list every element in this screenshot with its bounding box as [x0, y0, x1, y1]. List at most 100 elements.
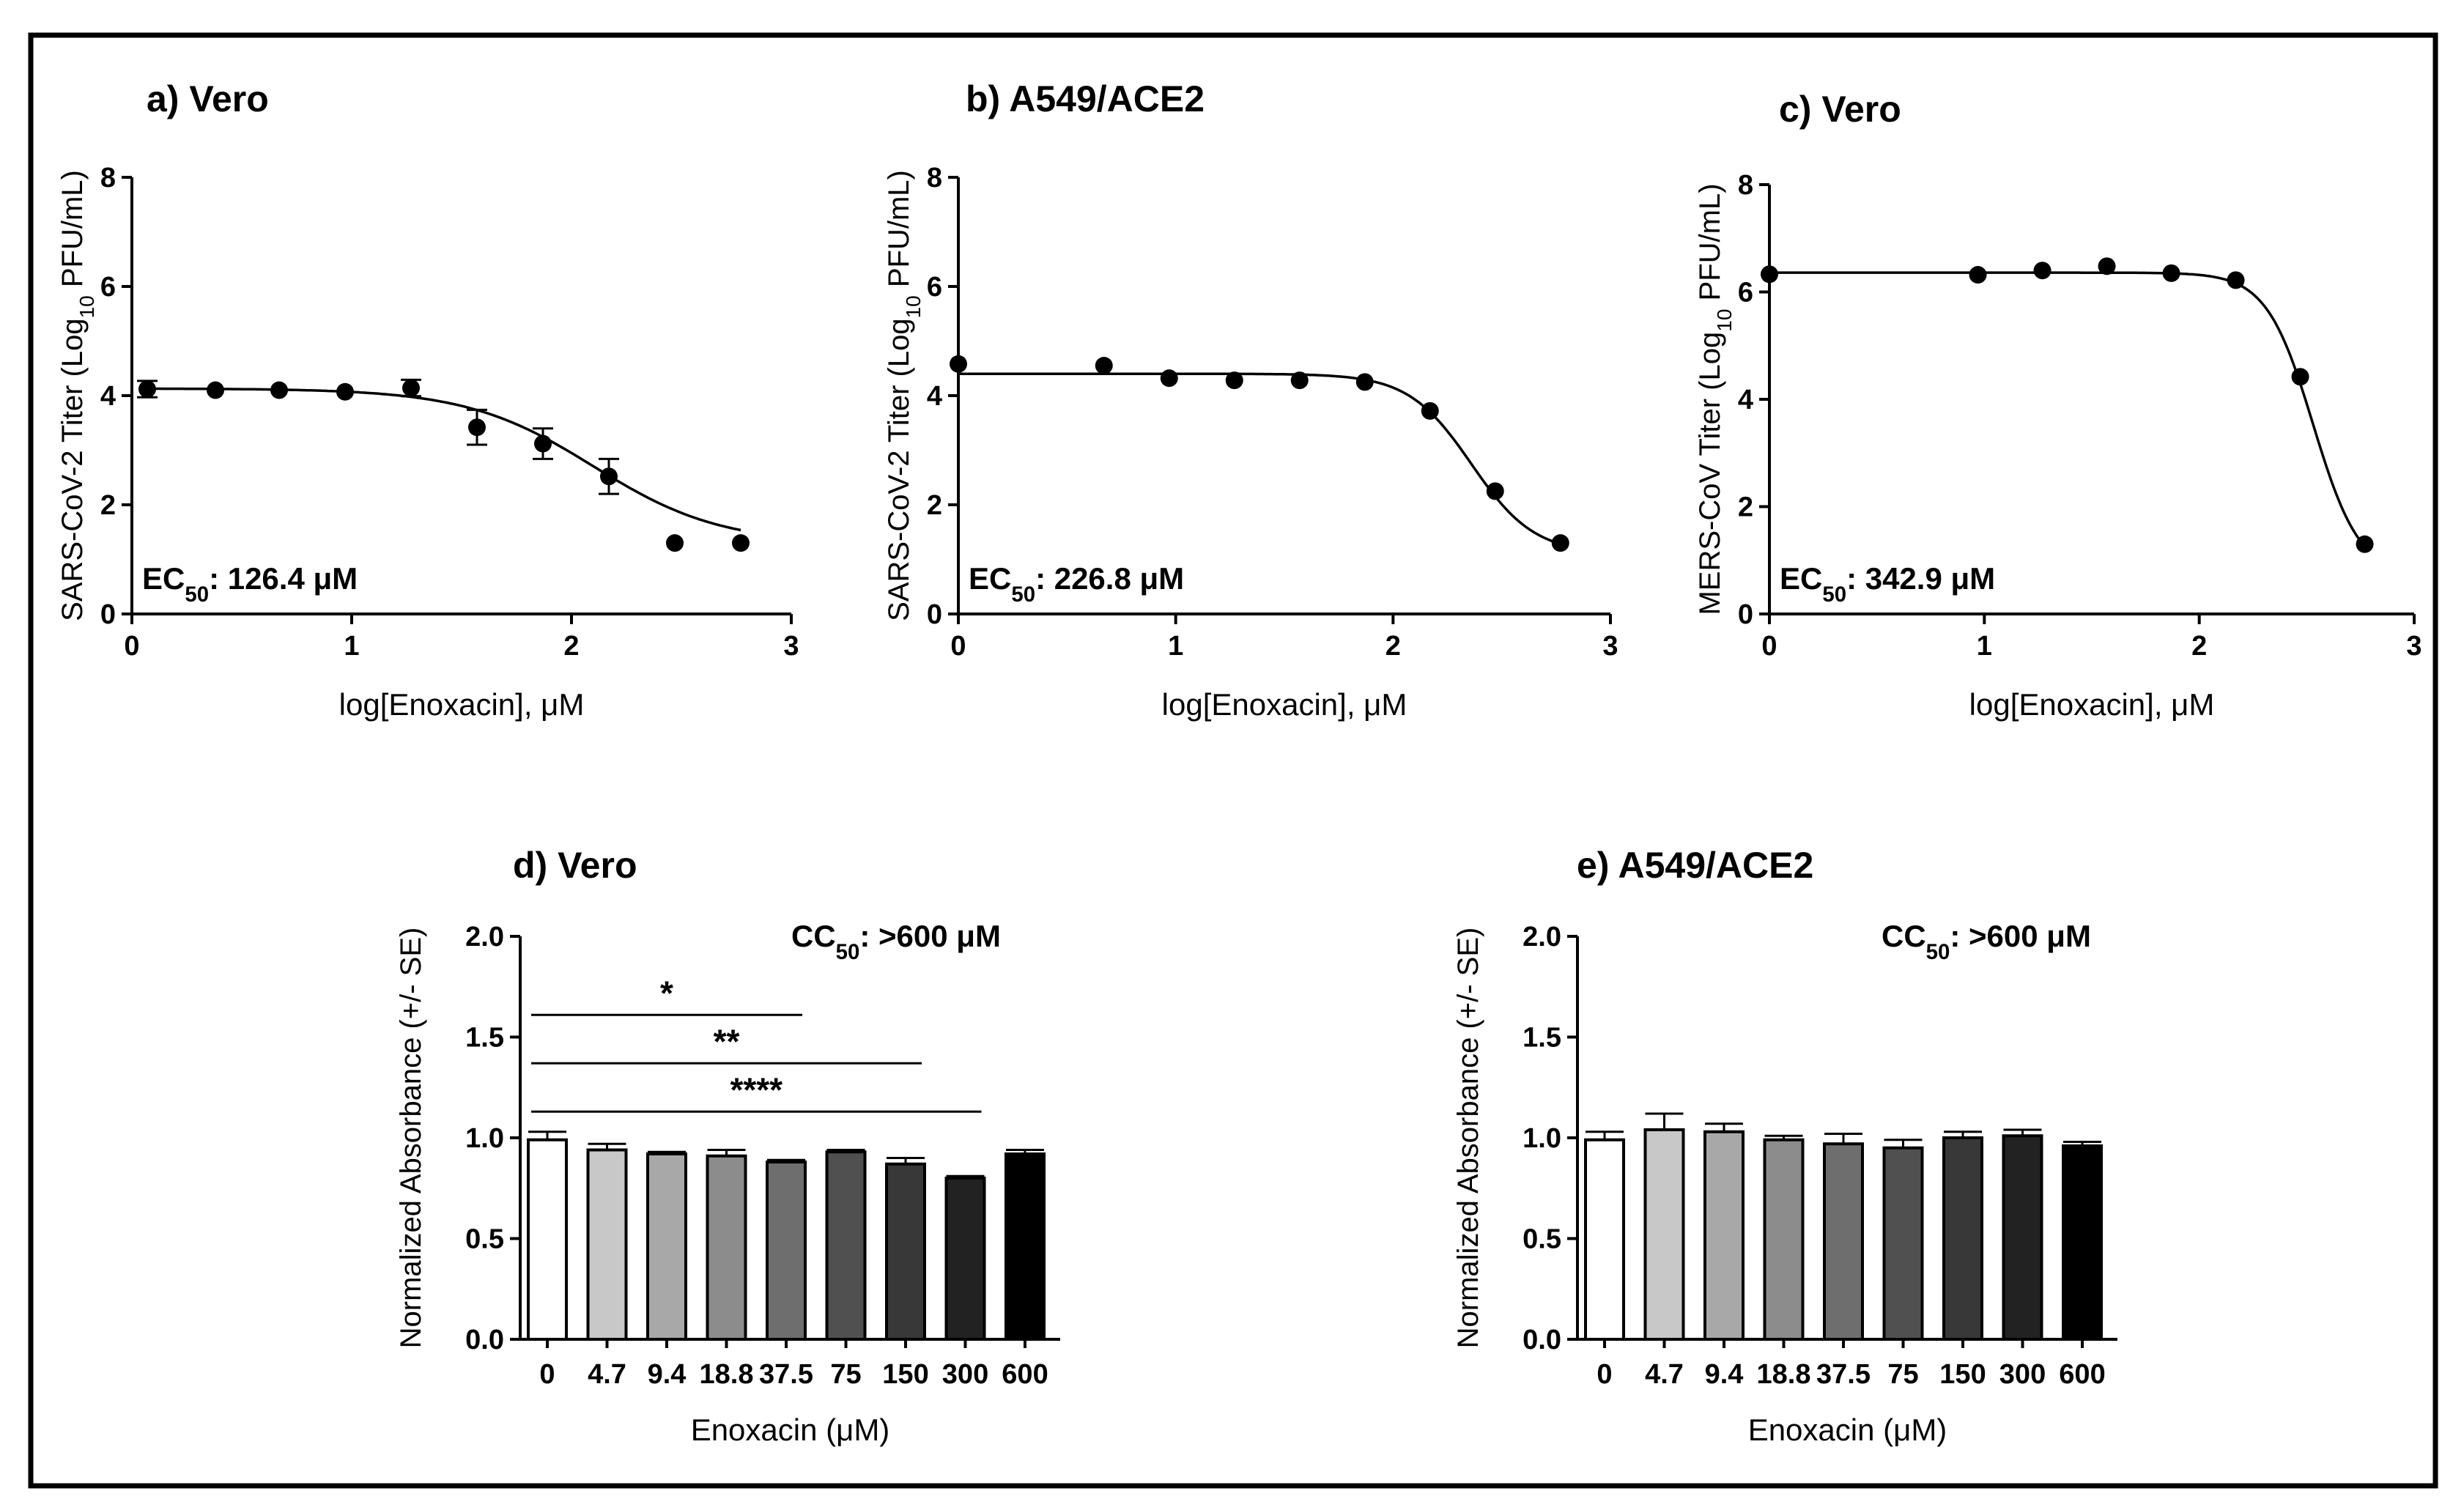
y-axis-label: MERS-CoV Titer (Log10 PFU/mL)	[1694, 183, 1736, 615]
bar	[1942, 1136, 1983, 1341]
y-tick-label: 2.0	[1523, 922, 1561, 952]
x-tick-label: 75	[1887, 1359, 1918, 1390]
data-point	[2033, 262, 2052, 280]
y-axis-label-part: 10	[75, 295, 98, 318]
data-point	[138, 380, 156, 399]
ec50-annotation-part: 50	[185, 582, 209, 607]
bar	[944, 1177, 986, 1341]
y-tick-label: 8	[927, 163, 942, 193]
ec50-annotation-part: EC	[142, 561, 185, 596]
significance-marker: **	[714, 1022, 740, 1060]
y-tick-label: 2	[1738, 492, 1753, 523]
y-tick-label: 2.0	[465, 922, 504, 952]
fit-curve	[147, 387, 741, 532]
chart-title: c) Vero	[1779, 89, 1901, 130]
cc50-annotation: CC50: >600 μM	[1882, 919, 2091, 964]
bar	[646, 1152, 687, 1341]
ec50-annotation: EC50: 126.4 μM	[142, 561, 358, 607]
chart-title: e) A549/ACE2	[1577, 845, 1813, 886]
x-axis-label: log[Enoxacin], μM	[1969, 687, 2215, 722]
bar	[1643, 1128, 1685, 1341]
cc50-annotation: CC50: >600 μM	[791, 919, 1001, 964]
chart-title: d) Vero	[513, 845, 637, 886]
y-axis-label-part: PFU/mL)	[56, 170, 89, 295]
x-tick-label: 1	[344, 631, 359, 662]
data-point	[2227, 271, 2245, 289]
y-tick-label: 8	[1738, 170, 1753, 201]
data-point	[1290, 371, 1309, 390]
data-point	[950, 355, 967, 373]
y-tick-label: 0	[100, 599, 116, 630]
chart-title: a) Vero	[147, 78, 269, 119]
y-tick-label: 4	[100, 381, 116, 412]
significance-marker: ****	[730, 1070, 783, 1109]
y-tick-label: 1.0	[1523, 1123, 1561, 1154]
chart-b: b) A549/ACE2 0 2 4 6 8 0 1 2 3 log[Enoxacin], μM SA…	[883, 78, 1618, 722]
x-tick-label: 1	[1168, 631, 1183, 662]
ec50-annotation-part: EC	[969, 561, 1011, 596]
significance-marker: *	[660, 974, 673, 1012]
data-point	[207, 381, 224, 399]
data-point	[336, 382, 354, 401]
y-tick-label: 6	[100, 272, 116, 303]
y-tick-label: 4	[1738, 385, 1753, 415]
x-tick-label: 37.5	[759, 1359, 813, 1390]
x-tick-label: 18.8	[700, 1359, 754, 1390]
data-point	[732, 534, 750, 552]
x-tick-label: 300	[1999, 1359, 2046, 1390]
y-axis-label-part: 10	[1713, 309, 1736, 332]
bar	[1823, 1142, 1864, 1341]
x-tick-label: 9.4	[648, 1359, 687, 1390]
x-tick-label: 2	[563, 631, 579, 662]
data-point	[1486, 482, 1504, 500]
y-axis-label: SARS-CoV-2 Titer (Log10 PFU/mL)	[56, 170, 98, 621]
y-tick-label: 4	[927, 381, 942, 412]
bar	[825, 1150, 867, 1341]
bar	[2002, 1134, 2043, 1341]
ec50-annotation-part: 50	[1011, 582, 1035, 607]
x-tick-label: 0	[1597, 1359, 1612, 1390]
cc50-annotation-part: : >600 μM	[859, 919, 1001, 953]
x-axis-label: Enoxacin (μM)	[1748, 1413, 1947, 1447]
chart-e: e) A549/ACE2 0.0 0.5 1.0 1.5 2.0 0 4.7 9.4 18.8 37…	[1452, 845, 2117, 1447]
bar	[885, 1162, 926, 1341]
x-tick-label: 3	[2406, 631, 2422, 662]
bar	[586, 1148, 628, 1341]
data-point	[1551, 534, 1569, 552]
chart-a: a) Vero 0 2 4 6 8 0 1 2 3 log[Enoxacin], μM SARS-Co…	[56, 78, 799, 722]
y-axis-label-part: 10	[902, 295, 925, 318]
x-tick-label: 2	[2191, 631, 2207, 662]
x-tick-label: 75	[830, 1359, 861, 1390]
data-point	[534, 434, 552, 453]
cc50-annotation-part: 50	[1926, 940, 1950, 964]
x-tick-label: 150	[882, 1359, 928, 1390]
ec50-annotation-part: : 126.4 μM	[209, 561, 358, 596]
x-tick-label: 37.5	[1816, 1359, 1871, 1390]
cc50-annotation-part: CC	[1882, 919, 1926, 953]
bar	[1005, 1152, 1046, 1341]
ec50-annotation-part: : 342.9 μM	[1846, 561, 1995, 596]
x-tick-label: 150	[1939, 1359, 1986, 1390]
y-tick-label: 0.0	[1523, 1325, 1561, 1355]
data-point	[2162, 264, 2180, 282]
y-tick-label: 0.5	[465, 1224, 504, 1255]
y-axis-label: Normalized Absorbance (+/- SE)	[1452, 928, 1484, 1349]
x-tick-label: 0	[1761, 631, 1777, 662]
y-tick-label: 2	[100, 490, 116, 521]
y-tick-label: 0.5	[1523, 1224, 1561, 1255]
y-axis-label-part: MERS-CoV Titer (Log	[1694, 332, 1726, 615]
x-tick-label: 0	[950, 631, 966, 662]
data-point	[270, 381, 288, 399]
x-tick-label: 0	[539, 1359, 555, 1390]
ec50-annotation-part: : 226.8 μM	[1035, 561, 1184, 596]
y-axis-label: Normalized Absorbance (+/- SE)	[395, 928, 427, 1349]
cc50-annotation-part: CC	[791, 919, 836, 953]
y-tick-label: 1.0	[465, 1123, 504, 1154]
chart-d: d) Vero 0.0 0.5 1.0 1.5 2.0 0 4.7 9.4 18.8 37.5 75 1…	[395, 845, 1060, 1447]
x-axis-label: log[Enoxacin], μM	[339, 687, 585, 722]
ec50-annotation: EC50: 226.8 μM	[969, 561, 1184, 607]
data-point	[2098, 257, 2116, 275]
chart-title: b) A549/ACE2	[966, 78, 1205, 119]
y-tick-label: 1.5	[1523, 1023, 1561, 1054]
